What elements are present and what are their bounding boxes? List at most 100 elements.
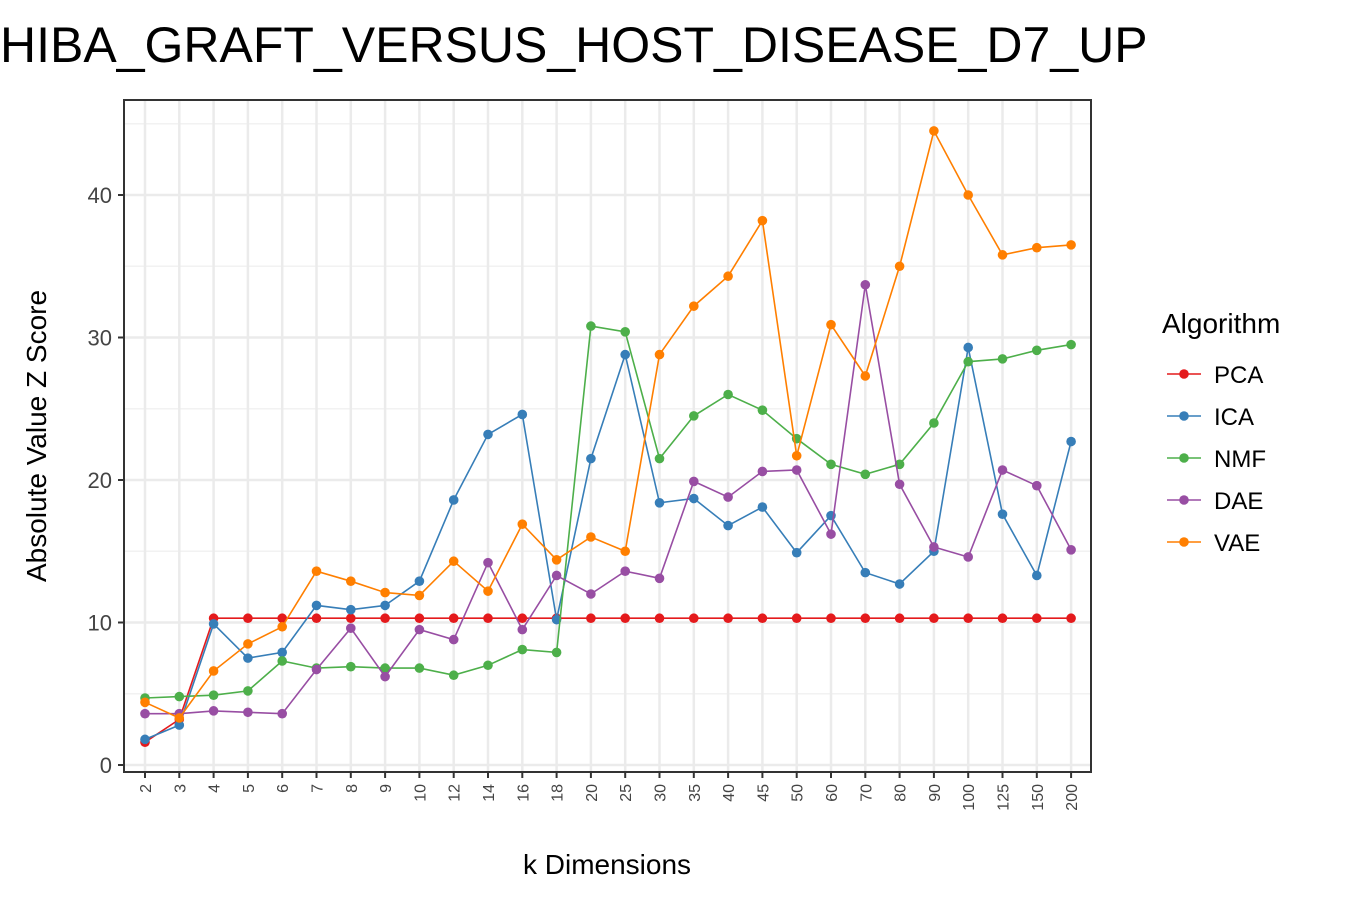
data-point-vae	[174, 713, 185, 723]
data-point-vae	[860, 371, 871, 381]
legend-key-point-dae	[1179, 495, 1189, 505]
data-point-vae	[243, 639, 253, 649]
data-point-dae	[208, 706, 219, 716]
data-point-vae	[689, 301, 699, 311]
data-point-dae	[517, 624, 528, 635]
series-line-ica	[144, 347, 1072, 741]
data-point-ica	[346, 604, 356, 615]
x-tick-label: 30	[653, 784, 670, 802]
data-point-nmf	[483, 660, 493, 671]
legend-title: Algorithm	[1162, 308, 1280, 339]
data-point-dae	[380, 671, 390, 682]
data-point-pca	[1032, 613, 1042, 624]
data-point-dae	[689, 476, 699, 487]
data-point-vae	[380, 587, 390, 598]
x-tick-label: 25	[618, 784, 635, 802]
data-point-vae	[483, 586, 493, 596]
data-point-pca	[860, 613, 871, 624]
data-point-nmf	[860, 469, 871, 480]
data-point-dae	[963, 552, 973, 562]
data-point-ica	[757, 502, 768, 512]
data-point-vae	[277, 621, 288, 632]
data-point-ica	[689, 493, 699, 504]
data-point-nmf	[551, 647, 562, 658]
data-point-vae	[723, 271, 733, 282]
data-point-dae	[723, 492, 733, 502]
y-tick-label: 10	[88, 611, 112, 636]
data-point-pca	[689, 613, 699, 624]
data-point-vae	[1066, 240, 1076, 250]
y-axis-title: Absolute Value Z Score	[21, 290, 52, 582]
data-point-ica	[448, 495, 459, 505]
data-point-nmf	[689, 411, 699, 421]
data-point-dae	[791, 465, 802, 475]
legend-key-point-ica	[1179, 411, 1189, 421]
data-point-nmf	[414, 663, 425, 673]
data-point-ica	[620, 349, 630, 360]
y-tick-label: 40	[88, 183, 112, 208]
data-point-vae	[517, 519, 528, 529]
x-tick-label: 45	[755, 784, 772, 802]
chart-title: HIBA_GRAFT_VERSUS_HOST_DISEASE_D7_UP	[0, 17, 1148, 73]
data-point-vae	[929, 126, 939, 136]
x-tick-label: 14	[481, 784, 498, 802]
x-tick-label: 6	[275, 784, 292, 793]
data-point-ica	[277, 647, 288, 658]
x-tick-label: 125	[996, 784, 1013, 811]
series-line-pca	[144, 617, 1072, 743]
data-point-dae	[586, 589, 596, 599]
data-point-ica	[586, 453, 596, 464]
data-point-dae	[826, 529, 836, 539]
data-point-nmf	[517, 644, 528, 655]
x-tick-label: 90	[927, 784, 944, 802]
x-tick-label: 4	[207, 784, 224, 793]
data-point-vae	[586, 532, 596, 542]
data-point-pca	[483, 613, 493, 624]
data-point-dae	[1066, 545, 1076, 555]
y-tick-label: 0	[100, 753, 112, 778]
data-point-vae	[894, 261, 905, 272]
data-point-nmf	[620, 327, 630, 337]
data-point-ica	[894, 579, 905, 589]
data-point-pca	[791, 613, 802, 624]
data-point-pca	[620, 613, 630, 624]
x-tick-label: 18	[550, 784, 567, 802]
y-tick-label: 20	[88, 468, 112, 493]
x-tick-label: 100	[961, 784, 978, 811]
data-point-dae	[346, 623, 356, 633]
y-tick-label: 30	[88, 326, 112, 351]
data-point-nmf	[277, 656, 288, 666]
data-point-dae	[757, 466, 768, 477]
data-point-ica	[1066, 436, 1076, 447]
data-point-ica	[311, 600, 322, 611]
data-point-dae	[654, 573, 665, 584]
x-tick-label: 8	[344, 784, 361, 793]
x-tick-label: 9	[378, 784, 395, 793]
data-point-ica	[1032, 570, 1042, 581]
data-point-ica	[791, 547, 802, 558]
data-point-pca	[757, 613, 768, 624]
data-point-nmf	[723, 389, 733, 400]
data-point-vae	[208, 666, 219, 676]
x-tick-label: 80	[893, 784, 910, 802]
x-tick-label: 10	[412, 784, 429, 802]
data-point-dae	[620, 566, 630, 576]
x-tick-label: 5	[241, 784, 258, 793]
data-point-vae	[414, 590, 425, 601]
x-tick-label: 200	[1064, 784, 1081, 811]
data-point-pca	[723, 613, 733, 624]
legend-label-nmf: NMF	[1214, 446, 1266, 473]
data-point-nmf	[654, 453, 665, 464]
x-tick-label: 150	[1030, 784, 1047, 811]
data-point-nmf	[586, 321, 596, 331]
x-tick-label: 3	[172, 784, 189, 793]
data-point-nmf	[448, 670, 459, 681]
data-point-pca	[654, 613, 665, 624]
data-point-pca	[277, 613, 288, 624]
data-point-pca	[963, 613, 973, 624]
data-point-dae	[140, 708, 150, 719]
legend-key-point-vae	[1179, 537, 1189, 547]
series-line-vae	[144, 128, 1072, 719]
